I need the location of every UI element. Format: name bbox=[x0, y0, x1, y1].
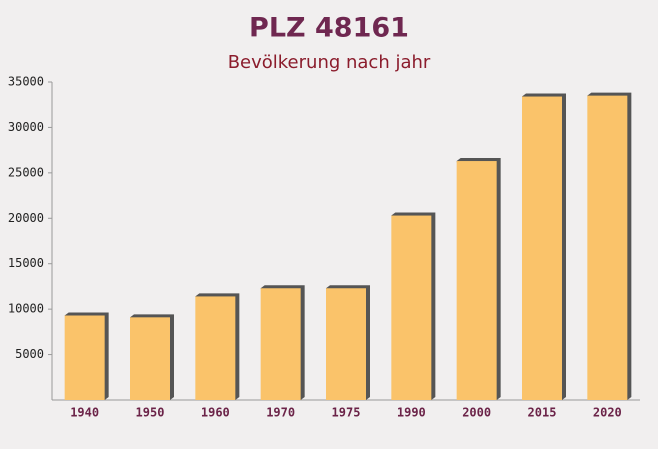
chart-title: PLZ 48161 bbox=[249, 13, 409, 44]
y-tick-label: 25000 bbox=[8, 165, 44, 179]
x-tick-label: 1940 bbox=[70, 406, 99, 420]
bar bbox=[391, 215, 432, 400]
y-tick-label: 15000 bbox=[8, 256, 44, 270]
x-tick-label: 2015 bbox=[528, 406, 557, 420]
x-tick-label: 1990 bbox=[397, 406, 426, 420]
bar bbox=[195, 296, 236, 400]
y-tick-label: 20000 bbox=[8, 211, 44, 225]
bar bbox=[522, 96, 562, 400]
bar bbox=[64, 315, 105, 400]
bar bbox=[130, 317, 170, 400]
y-tick-label: 5000 bbox=[15, 347, 44, 361]
y-tick-label: 10000 bbox=[8, 302, 44, 316]
x-tick-label: 2000 bbox=[462, 406, 491, 420]
x-tick-label: 2020 bbox=[593, 406, 622, 420]
chart-subtitle: Bevölkerung nach jahr bbox=[228, 52, 431, 73]
y-tick-label: 35000 bbox=[8, 75, 44, 89]
x-tick-label: 1960 bbox=[201, 406, 230, 420]
x-tick-label: 1950 bbox=[136, 406, 165, 420]
bar bbox=[456, 161, 497, 400]
bar bbox=[326, 288, 366, 400]
x-tick-label: 1970 bbox=[266, 406, 295, 420]
y-tick-label: 30000 bbox=[8, 120, 44, 134]
x-tick-label: 1975 bbox=[332, 406, 361, 420]
bar bbox=[587, 95, 628, 400]
bar bbox=[260, 288, 301, 400]
